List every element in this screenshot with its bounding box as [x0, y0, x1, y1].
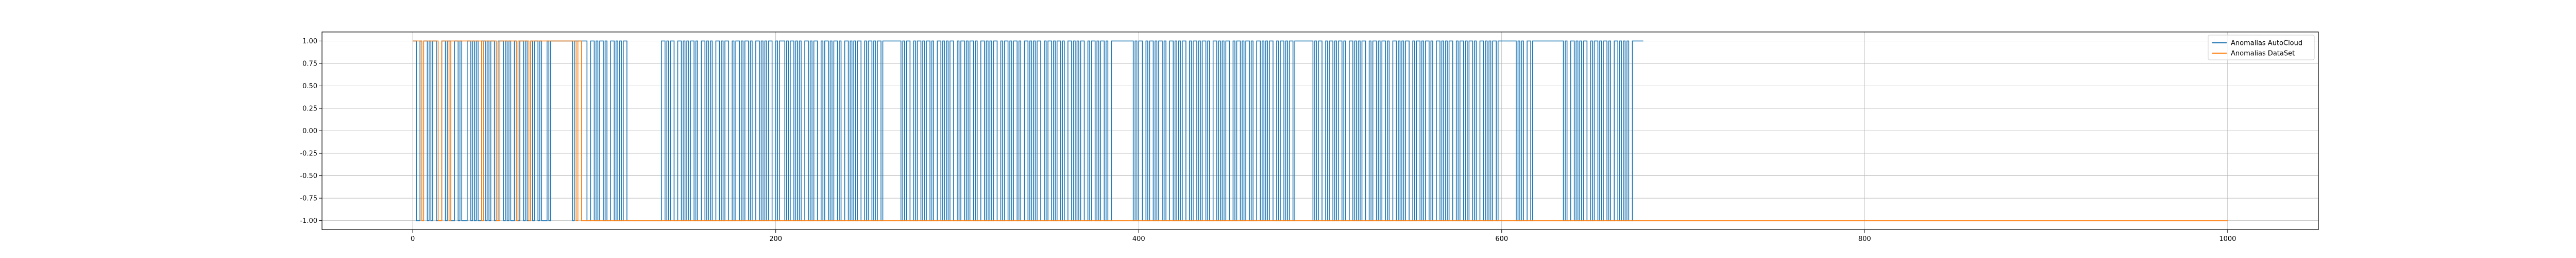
x-axis: 0 200 400 600 800 1000	[411, 230, 2236, 243]
y-tick-label-5: -0.25	[300, 150, 317, 158]
legend-label-0: Anomalias AutoCloud	[2231, 40, 2302, 47]
x-tick-label-4: 800	[1858, 235, 1871, 243]
y-tick-label-1: 0.75	[302, 60, 317, 68]
y-tick-label-2: 0.50	[302, 83, 317, 90]
y-tick-label-8: -1.00	[300, 217, 317, 225]
legend-label-1: Anomalias DataSet	[2231, 50, 2295, 58]
y-axis: 1.00 0.75 0.50 0.25 0.00 -0.25 -0.50 -0.75 -1.00	[300, 38, 322, 225]
x-tick-label-0: 0	[411, 235, 415, 243]
y-tick-label-7: -0.75	[300, 195, 317, 203]
x-tick-label-1: 200	[769, 235, 782, 243]
legend-box	[2208, 35, 2315, 60]
y-tick-label-4: 0.00	[302, 127, 317, 135]
y-tick-label-6: -0.50	[300, 172, 317, 180]
x-tick-label-2: 400	[1132, 235, 1145, 243]
series-line-1	[413, 40, 2228, 221]
legend: Anomalias AutoCloud Anomalias DataSet	[2208, 35, 2315, 60]
y-tick-label-0: 1.00	[302, 38, 317, 45]
series-layer	[413, 40, 2228, 221]
grid-lines	[322, 32, 2318, 230]
x-tick-label-5: 1000	[2219, 235, 2236, 243]
x-tick-label-3: 600	[1495, 235, 1508, 243]
y-tick-label-3: 0.25	[302, 105, 317, 112]
